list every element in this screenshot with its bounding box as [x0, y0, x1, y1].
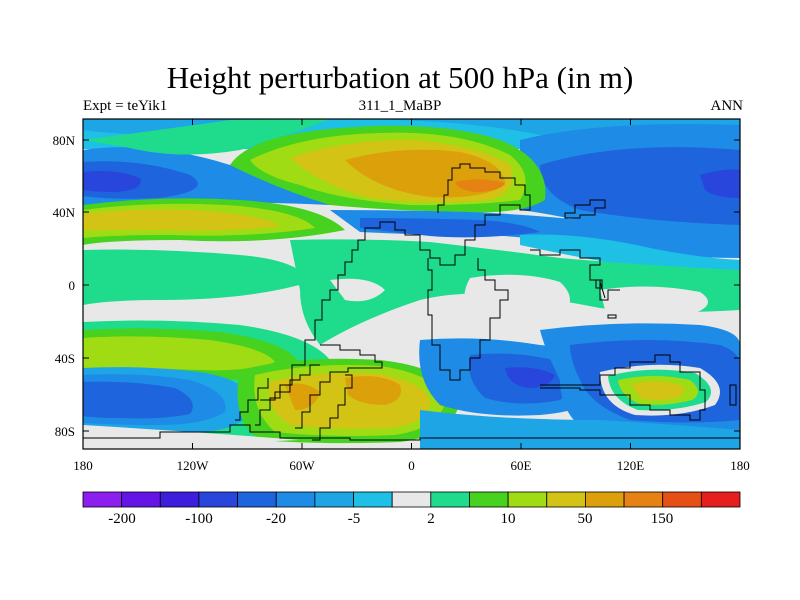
- field-medblue: [420, 410, 740, 449]
- field-darkblue: [505, 367, 555, 388]
- x-tick-label: 120E: [617, 458, 645, 473]
- colorbar-swatch: [662, 491, 702, 508]
- y-tick-label: 80N: [53, 133, 76, 148]
- x-tick-label: 0: [408, 458, 415, 473]
- y-tick-labels: 80N 40N 0 40S 80S: [53, 133, 76, 439]
- colorbar-swatch: [546, 491, 586, 508]
- y-tick-label: 80S: [55, 424, 75, 439]
- y-tick-label: 0: [69, 278, 76, 293]
- x-tick-label: 180: [73, 458, 93, 473]
- experiment-label: Expt = teYik1: [83, 98, 168, 114]
- colorbar-swatch: [82, 491, 123, 508]
- colorbar-swatch: [585, 491, 625, 508]
- colorbar-labels: -200 -100 -20 -5 2 10 50 150: [108, 511, 673, 527]
- field-neutral: [83, 425, 300, 449]
- colorbar-label: 2: [427, 511, 435, 527]
- field-blue: [83, 381, 193, 419]
- colorbar-swatch: [353, 491, 393, 508]
- colorbar-swatch: [623, 491, 664, 508]
- field-green: [83, 119, 330, 155]
- colorbar-label: -5: [348, 511, 361, 527]
- colorbar-swatch: [314, 491, 354, 508]
- colorbar-swatch: [198, 491, 238, 508]
- field-orange: [345, 376, 401, 405]
- colorbar-swatch: [275, 491, 316, 508]
- field-darkorange: [455, 179, 505, 192]
- colorbar-swatch: [469, 491, 509, 508]
- x-tick-labels: 180 120W 60W 0 60E 120E 180: [73, 458, 750, 473]
- field-neutral: [330, 278, 385, 302]
- colorbar-swatch: [430, 491, 470, 508]
- plot-title: Height perturbation at 500 hPa (in m): [166, 60, 634, 95]
- colorbar-swatch: [507, 491, 548, 508]
- colorbar-swatch: [237, 491, 277, 508]
- colorbar: [82, 491, 741, 508]
- colorbar-label: -100: [185, 511, 213, 527]
- field-cyan: [520, 234, 740, 275]
- field-neutral: [600, 286, 708, 317]
- field-darkblue: [83, 170, 141, 192]
- colorbar-label: 50: [578, 511, 593, 527]
- map-area: [83, 119, 740, 449]
- coastlines: [83, 163, 740, 441]
- x-tick-label: 120W: [177, 458, 210, 473]
- x-tick-label: 180: [730, 458, 750, 473]
- y-axis-ticks: [83, 139, 740, 432]
- contour-fill: [83, 119, 740, 449]
- y-tick-label: 40S: [55, 351, 75, 366]
- field-blue: [540, 147, 740, 225]
- colorbar-label: -20: [266, 511, 286, 527]
- field-yellow: [83, 209, 280, 231]
- colorbar-swatch: [159, 491, 200, 508]
- x-axis-ticks: [82, 119, 741, 449]
- colorbar-label: 150: [651, 511, 674, 527]
- field-lime: [83, 336, 275, 371]
- x-tick-label: 60E: [511, 458, 532, 473]
- field-lightblue: [83, 119, 740, 154]
- colorbar-swatch: [700, 491, 741, 508]
- field-darkblue: [700, 169, 740, 198]
- x-tick-label: 60W: [289, 458, 315, 473]
- field-orange: [285, 383, 320, 410]
- colorbar-label: 10: [501, 511, 516, 527]
- y-tick-label: 40N: [53, 205, 76, 220]
- case-label: 311_1_MaBP: [358, 98, 442, 114]
- colorbar-label: -200: [108, 511, 136, 527]
- field-neutral: [464, 274, 570, 325]
- field-green: [83, 249, 310, 305]
- field-yellow: [632, 381, 684, 400]
- colorbar-swatch: [391, 491, 432, 508]
- colorbar-swatch: [121, 491, 161, 508]
- season-label: ANN: [710, 98, 744, 114]
